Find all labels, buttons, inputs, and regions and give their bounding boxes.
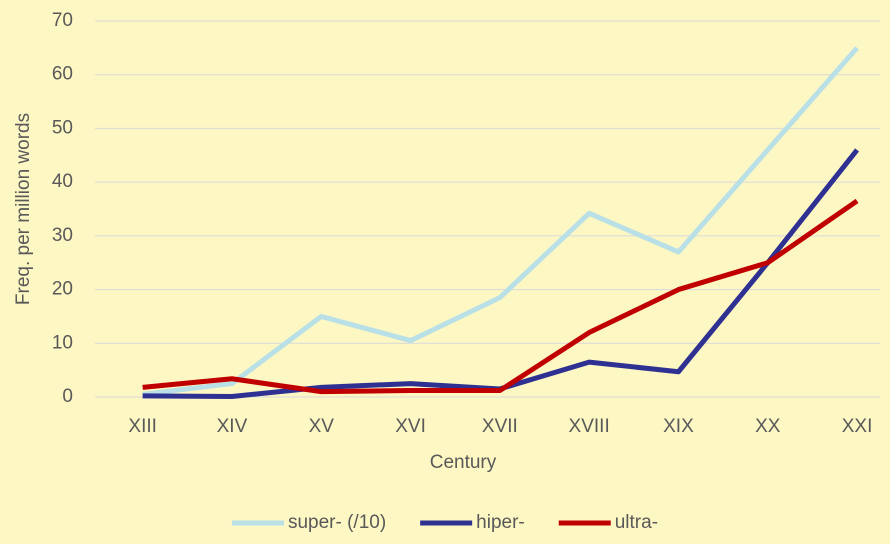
- x-tick-label: XIII: [128, 416, 157, 437]
- x-tick-label: XIV: [217, 416, 248, 437]
- legend-label: hiper-: [476, 512, 525, 533]
- y-axis-label: Freq. per million words: [13, 113, 34, 305]
- legend: super- (/10) hiper-ultra-: [231, 512, 658, 533]
- x-tick-label: XVIII: [569, 416, 610, 437]
- y-tick-label: 30: [52, 225, 73, 246]
- x-tick-label: XVII: [482, 416, 518, 437]
- y-tick-label: 10: [52, 332, 73, 353]
- x-tick-label: XXI: [842, 416, 873, 437]
- x-tick-label: XVI: [395, 416, 426, 437]
- x-axis-label: Century: [430, 452, 497, 473]
- legend-label: super- (/10): [288, 512, 386, 533]
- y-tick-label: 70: [52, 10, 73, 31]
- x-tick-label: XIX: [663, 416, 694, 437]
- legend-label: ultra-: [615, 512, 658, 533]
- y-tick-label: 20: [52, 279, 73, 300]
- x-tick-label: XX: [755, 416, 781, 437]
- y-tick-label: 0: [62, 386, 73, 407]
- y-tick-label: 50: [52, 117, 73, 138]
- y-tick-label: 60: [52, 64, 73, 85]
- y-tick-label: 40: [52, 171, 73, 192]
- series-line: [142, 46, 859, 397]
- x-tick-label: XV: [309, 416, 335, 437]
- series-line: [142, 198, 859, 395]
